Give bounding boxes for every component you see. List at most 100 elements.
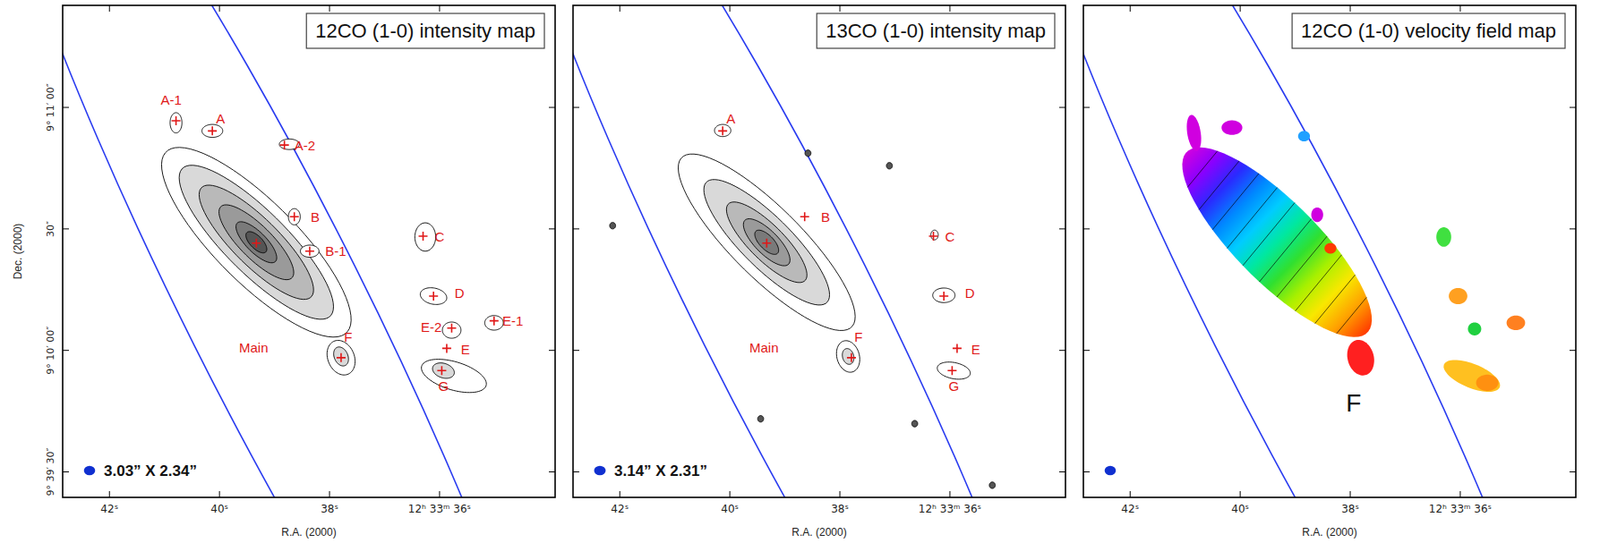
source-marker <box>939 291 949 301</box>
frame <box>1083 5 1576 498</box>
contour <box>170 112 182 134</box>
primary-beam <box>62 5 556 498</box>
isovelocity-line <box>1187 151 1218 189</box>
source-label: D <box>965 285 976 301</box>
beam-label: 3.14” X 2.31” <box>614 462 708 480</box>
plot-background <box>1083 5 1576 498</box>
source-marker <box>428 291 438 301</box>
x-tick <box>1240 5 1241 12</box>
x-tick-label: 42ˢ <box>610 503 629 516</box>
source-marker <box>251 239 261 249</box>
y-tick <box>1569 228 1576 230</box>
y-tick <box>548 107 556 109</box>
x-tick <box>949 5 950 12</box>
source-marker <box>442 343 452 353</box>
velocity-blob <box>1298 130 1310 142</box>
beam-label: 3.03” X 2.34” <box>103 462 197 480</box>
source-marker <box>947 366 957 376</box>
x-tick-label: 40ˢ <box>210 503 229 516</box>
plot-area <box>573 5 1066 498</box>
velocity-blob <box>1311 207 1324 223</box>
velocity-blob <box>1347 340 1375 377</box>
source-label: Main <box>239 340 269 356</box>
source-label: A <box>215 111 225 127</box>
isovelocity-line <box>1198 161 1240 210</box>
source-marker <box>761 239 771 249</box>
isovelocity-line <box>1242 203 1295 266</box>
beam <box>84 466 96 477</box>
velocity-blob <box>1467 322 1481 335</box>
x-tick <box>329 491 331 498</box>
x-tick <box>1129 5 1131 12</box>
x-tick-label: 38ˢ <box>830 503 849 516</box>
y-tick <box>62 471 69 473</box>
source-label: F <box>343 329 352 345</box>
x-tick-label: 38ˢ <box>320 503 339 516</box>
y-tick-label: 30″ <box>44 221 57 238</box>
x-tick <box>109 5 111 12</box>
y-tick <box>548 471 556 473</box>
contour <box>609 222 617 230</box>
frame <box>573 5 1066 498</box>
isovelocity-line <box>1276 236 1327 298</box>
x-tick <box>438 5 440 12</box>
source-label: E <box>461 342 471 358</box>
page: {"chart_data": [ {"type": "map", "title"… <box>0 0 1600 543</box>
source-marker <box>489 316 499 326</box>
isovelocity-line <box>1336 297 1368 334</box>
contour <box>703 179 830 306</box>
y-tick <box>1083 350 1090 351</box>
contour <box>743 219 790 266</box>
source-label: Main <box>749 340 779 356</box>
source-marker <box>305 247 315 257</box>
contour <box>726 202 807 283</box>
contour <box>288 208 300 225</box>
velocity-blob <box>1448 288 1468 305</box>
y-tick <box>1059 350 1066 351</box>
x-tick <box>329 5 331 12</box>
y-tick <box>573 350 580 351</box>
y-tick <box>62 107 69 109</box>
panel-title: 13CO (1-0) intensity map <box>825 19 1046 43</box>
y-tick <box>1569 107 1576 109</box>
source-marker <box>847 353 856 363</box>
contour <box>937 362 971 380</box>
y-tick <box>548 228 556 230</box>
x-axis-title: R.A. (2000) <box>791 526 847 540</box>
source-marker <box>952 343 962 353</box>
contour <box>886 162 893 170</box>
source-label: A-1 <box>160 92 181 108</box>
x-tick <box>219 491 221 498</box>
beam <box>1104 466 1117 477</box>
frame <box>62 5 556 498</box>
contour <box>419 288 447 306</box>
x-tick <box>839 5 841 12</box>
panel-title: 12CO (1-0) velocity field map <box>1300 19 1557 43</box>
velocity-blob <box>1221 120 1242 136</box>
contour <box>442 322 462 339</box>
x-tick <box>619 5 621 12</box>
y-tick <box>62 350 69 351</box>
source-marker <box>800 212 810 222</box>
contour <box>484 316 504 331</box>
x-tick-label: 38ˢ <box>1341 503 1360 516</box>
contour <box>757 416 764 423</box>
contour <box>421 359 488 394</box>
velocity-blob <box>1186 114 1201 151</box>
source-label: E-1 <box>502 313 523 329</box>
velocity-blob <box>1506 316 1526 331</box>
velocity-field <box>1181 147 1372 338</box>
y-tick <box>548 350 556 351</box>
x-tick <box>729 5 731 12</box>
x-tick <box>219 5 221 12</box>
source-marker <box>280 140 290 150</box>
contour <box>678 154 856 331</box>
x-tick-label: 42ˢ <box>100 503 119 516</box>
isovelocity-line <box>1295 255 1343 312</box>
panel: F42ˢ40ˢ38ˢ12ʰ 33ᵐ 36ˢR.A. (2000)12CO (1-… <box>938 0 1600 543</box>
contour <box>931 230 939 240</box>
source-label: C <box>945 229 956 245</box>
panel: 3.03” X 2.34”A-1AA-2BB-1MainCDE-1E-2EFG4… <box>0 0 632 543</box>
contour <box>161 147 351 338</box>
x-tick <box>1129 491 1131 498</box>
